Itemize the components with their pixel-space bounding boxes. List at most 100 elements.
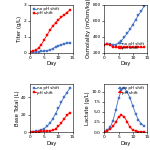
pH shift bbox=[118, 116, 120, 118]
pH shift bbox=[32, 50, 34, 52]
pH shift bbox=[143, 46, 145, 48]
pH shift bbox=[52, 25, 54, 27]
pH shift bbox=[140, 46, 142, 48]
pH shift bbox=[49, 130, 51, 132]
no pH shift bbox=[126, 32, 128, 34]
no pH shift bbox=[55, 46, 56, 48]
pH shift bbox=[106, 130, 108, 132]
no pH shift bbox=[43, 50, 45, 52]
no pH shift bbox=[46, 50, 48, 52]
Line: no pH shift: no pH shift bbox=[29, 42, 71, 53]
pH shift bbox=[132, 129, 134, 131]
no pH shift bbox=[38, 130, 39, 132]
no pH shift bbox=[109, 126, 111, 128]
Line: pH shift: pH shift bbox=[29, 112, 71, 133]
pH shift bbox=[109, 44, 111, 46]
no pH shift bbox=[129, 97, 131, 99]
pH shift bbox=[63, 118, 65, 120]
pH shift bbox=[40, 130, 42, 132]
pH shift bbox=[29, 51, 31, 53]
no pH shift bbox=[40, 129, 42, 131]
pH shift bbox=[52, 129, 54, 131]
pH shift bbox=[129, 46, 131, 48]
no pH shift bbox=[138, 119, 139, 121]
no pH shift bbox=[121, 89, 122, 91]
pH shift bbox=[138, 46, 139, 48]
no pH shift bbox=[126, 91, 128, 93]
no pH shift bbox=[118, 42, 120, 44]
pH shift bbox=[57, 19, 59, 21]
no pH shift bbox=[32, 131, 34, 133]
no pH shift bbox=[112, 120, 114, 122]
pH shift bbox=[60, 122, 62, 124]
no pH shift bbox=[123, 87, 125, 89]
pH shift bbox=[32, 131, 34, 133]
no pH shift bbox=[123, 36, 125, 38]
pH shift bbox=[138, 131, 139, 132]
no pH shift bbox=[69, 42, 71, 43]
no pH shift bbox=[103, 131, 105, 132]
no pH shift bbox=[35, 51, 37, 53]
pH shift bbox=[43, 39, 45, 41]
no pH shift bbox=[52, 118, 54, 120]
pH shift bbox=[43, 130, 45, 132]
Line: no pH shift: no pH shift bbox=[103, 5, 145, 46]
pH shift bbox=[55, 22, 56, 24]
pH shift bbox=[57, 125, 59, 127]
no pH shift bbox=[66, 92, 68, 94]
pH shift bbox=[35, 49, 37, 51]
pH shift bbox=[118, 46, 120, 48]
no pH shift bbox=[63, 43, 65, 45]
pH shift bbox=[112, 46, 114, 48]
no pH shift bbox=[115, 44, 117, 45]
no pH shift bbox=[129, 28, 131, 30]
pH shift bbox=[109, 128, 111, 130]
pH shift bbox=[35, 131, 37, 133]
no pH shift bbox=[40, 51, 42, 52]
Line: no pH shift: no pH shift bbox=[103, 87, 145, 133]
Y-axis label: Osmolality (mOsm/kg): Osmolality (mOsm/kg) bbox=[86, 0, 91, 58]
pH shift bbox=[126, 46, 128, 48]
pH shift bbox=[121, 114, 122, 116]
pH shift bbox=[123, 46, 125, 48]
X-axis label: Day: Day bbox=[121, 61, 131, 66]
no pH shift bbox=[115, 109, 117, 111]
pH shift bbox=[29, 131, 31, 133]
no pH shift bbox=[135, 19, 137, 21]
Legend: no pH shift, pH shift: no pH shift, pH shift bbox=[118, 41, 145, 51]
no pH shift bbox=[43, 128, 45, 129]
Legend: no pH shift, pH shift: no pH shift, pH shift bbox=[118, 86, 145, 95]
pH shift bbox=[38, 47, 39, 49]
no pH shift bbox=[135, 113, 137, 115]
no pH shift bbox=[55, 113, 56, 115]
Line: no pH shift: no pH shift bbox=[29, 87, 71, 133]
X-axis label: Day: Day bbox=[46, 61, 56, 66]
no pH shift bbox=[60, 44, 62, 45]
pH shift bbox=[46, 34, 48, 36]
Legend: no pH shift, pH shift: no pH shift, pH shift bbox=[32, 7, 59, 16]
pH shift bbox=[60, 16, 62, 18]
pH shift bbox=[140, 131, 142, 132]
pH shift bbox=[115, 46, 117, 48]
pH shift bbox=[49, 29, 51, 31]
pH shift bbox=[121, 46, 122, 48]
no pH shift bbox=[46, 125, 48, 127]
no pH shift bbox=[140, 10, 142, 12]
pH shift bbox=[55, 128, 56, 130]
no pH shift bbox=[112, 44, 114, 46]
no pH shift bbox=[132, 105, 134, 107]
no pH shift bbox=[143, 5, 145, 7]
no pH shift bbox=[35, 130, 37, 132]
Line: pH shift: pH shift bbox=[103, 114, 145, 133]
Y-axis label: Lactate (g/L): Lactate (g/L) bbox=[85, 91, 90, 125]
no pH shift bbox=[49, 49, 51, 51]
pH shift bbox=[126, 121, 128, 123]
no pH shift bbox=[132, 24, 134, 26]
pH shift bbox=[40, 44, 42, 45]
no pH shift bbox=[29, 51, 31, 53]
pH shift bbox=[123, 116, 125, 118]
no pH shift bbox=[118, 97, 120, 99]
no pH shift bbox=[109, 43, 111, 45]
pH shift bbox=[66, 12, 68, 13]
no pH shift bbox=[49, 122, 51, 124]
